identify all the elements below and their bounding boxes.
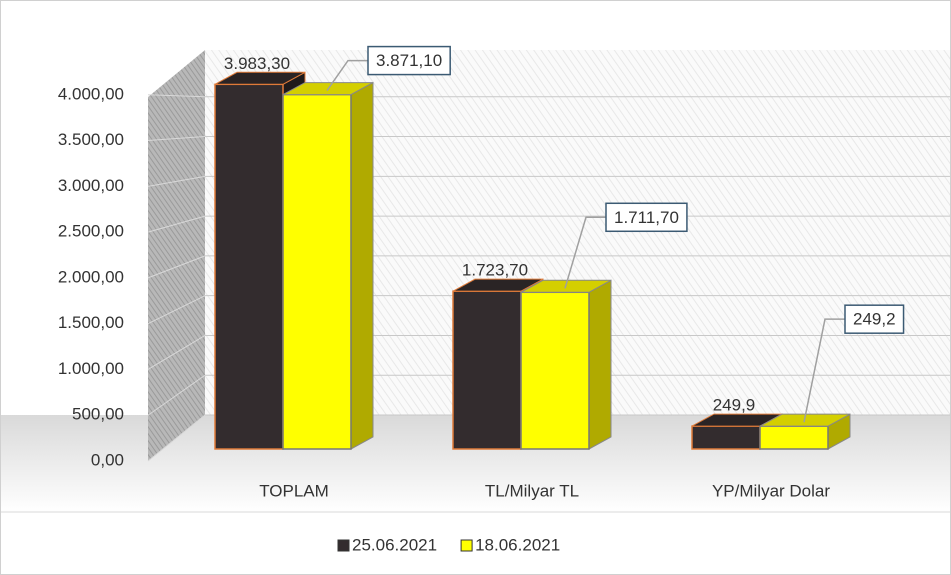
data-label-box	[844, 304, 905, 334]
data-label: 249,9	[713, 396, 756, 415]
y-tick-label: 1.000,00	[58, 359, 124, 378]
y-tick-label: 4.000,00	[58, 84, 124, 103]
data-label: 249,2	[853, 310, 896, 329]
bar	[691, 425, 761, 450]
x-tick-label: TL/Milyar TL	[485, 481, 579, 500]
data-label: 3.983,30	[224, 54, 290, 73]
legend-label: 18.06.2021	[475, 535, 560, 554]
grid-line-side	[147, 335, 206, 370]
leader-line	[326, 59, 368, 92]
legend-label: 25.06.2021	[352, 535, 437, 554]
y-tick-label: 3.000,00	[58, 176, 124, 195]
x-tick-label: TOPLAM	[259, 481, 329, 500]
y-tick-label: 2.500,00	[58, 222, 124, 241]
bar	[759, 425, 829, 450]
y-tick-label: 2.000,00	[58, 267, 124, 286]
data-label-box	[367, 45, 451, 76]
grid-line-side	[147, 215, 206, 233]
bar-top	[214, 71, 306, 85]
bar	[282, 93, 352, 450]
legend-swatch	[460, 539, 473, 552]
bar-top	[452, 278, 544, 292]
grid-line-side	[147, 374, 206, 416]
side-wall	[148, 50, 205, 461]
data-label: 1.723,70	[462, 261, 528, 280]
grid-line-side	[147, 295, 206, 325]
grid-line-side	[147, 414, 206, 462]
legend-swatch	[337, 539, 350, 552]
bar	[214, 83, 284, 450]
data-label-box	[605, 202, 688, 233]
grid-line-side	[147, 175, 206, 187]
y-tick-label: 3.500,00	[58, 130, 124, 149]
x-tick-label: YP/Milyar Dolar	[712, 481, 830, 500]
data-label: 3.871,10	[376, 51, 442, 70]
grid-line-side	[147, 94, 206, 98]
leader-line	[803, 318, 845, 423]
y-tick-label: 500,00	[72, 405, 124, 424]
leader-line	[564, 216, 606, 289]
bar	[452, 290, 522, 450]
y-tick-label: 1.500,00	[58, 313, 124, 332]
data-label: 1.711,70	[614, 208, 679, 227]
bar	[520, 291, 590, 450]
bar-side	[588, 279, 612, 450]
y-tick-label: 0,00	[91, 450, 124, 469]
back-wall	[205, 50, 950, 415]
bar-side	[350, 81, 374, 450]
grid-line-side	[147, 255, 206, 279]
grid-line-side	[147, 136, 206, 142]
